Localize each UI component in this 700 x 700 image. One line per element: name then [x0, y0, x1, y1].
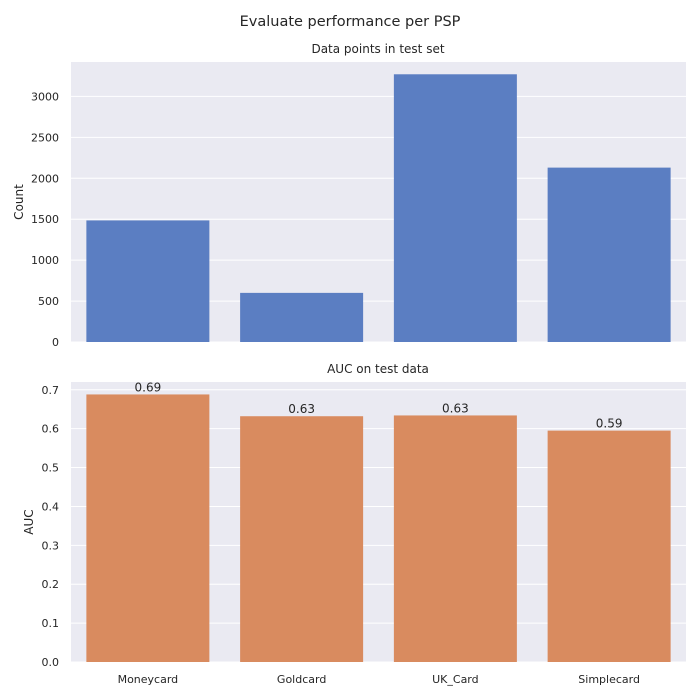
auc-y-tick-label: 0.4 — [42, 500, 60, 513]
auc-panel: 0.0 0.1 0.2 0.3 0.4 0.5 0.6 0.7 0.69 Moneycard 0.6… — [22, 362, 686, 686]
count-y-tick-label: 2500 — [31, 131, 59, 144]
figure-title: Evaluate performance per PSP — [240, 14, 461, 30]
count-panel-title: Data points in test set — [311, 42, 444, 56]
auc-y-tick-label: 0.3 — [42, 539, 60, 552]
count-y-tick-label: 3000 — [31, 90, 59, 103]
auc-bar — [86, 394, 210, 662]
auc-bar — [393, 415, 517, 662]
auc-bar-value-label: 0.69 — [135, 380, 162, 394]
count-bar — [240, 292, 364, 342]
auc-x-tick-label: Moneycard — [118, 673, 179, 686]
auc-x-tick-label: Goldcard — [277, 673, 326, 686]
count-bar — [393, 74, 517, 342]
auc-x-tick-label: UK_Card — [432, 673, 479, 686]
auc-x-tick-label: Simplecard — [578, 673, 640, 686]
count-panel: 0 500 1000 1500 2000 2500 3000 Data points in … — [12, 42, 686, 349]
count-y-axis-label: Count — [12, 184, 26, 220]
auc-y-tick-label: 0.2 — [42, 578, 60, 591]
count-y-tick-label: 2000 — [31, 172, 59, 185]
auc-y-tick-label: 0.7 — [42, 384, 60, 397]
auc-y-tick-label: 0.5 — [42, 462, 60, 475]
count-y-tick-label: 1500 — [31, 213, 59, 226]
auc-bar — [547, 430, 671, 662]
auc-panel-title: AUC on test data — [327, 362, 429, 376]
auc-y-axis-label: AUC — [22, 509, 36, 534]
count-y-tick-label: 1000 — [31, 254, 59, 267]
count-bar — [86, 220, 210, 342]
auc-y-tick-label: 0.1 — [42, 617, 60, 630]
auc-bar — [240, 416, 364, 662]
count-y-tick-label: 0 — [52, 336, 59, 349]
auc-y-tick-label: 0.0 — [42, 656, 60, 669]
auc-bar-value-label: 0.63 — [288, 402, 315, 416]
auc-bar-value-label: 0.63 — [442, 401, 469, 415]
count-bar — [547, 167, 671, 342]
count-y-tick-label: 500 — [38, 295, 59, 308]
auc-y-tick-label: 0.6 — [42, 423, 60, 436]
auc-bar-value-label: 0.59 — [596, 417, 623, 431]
